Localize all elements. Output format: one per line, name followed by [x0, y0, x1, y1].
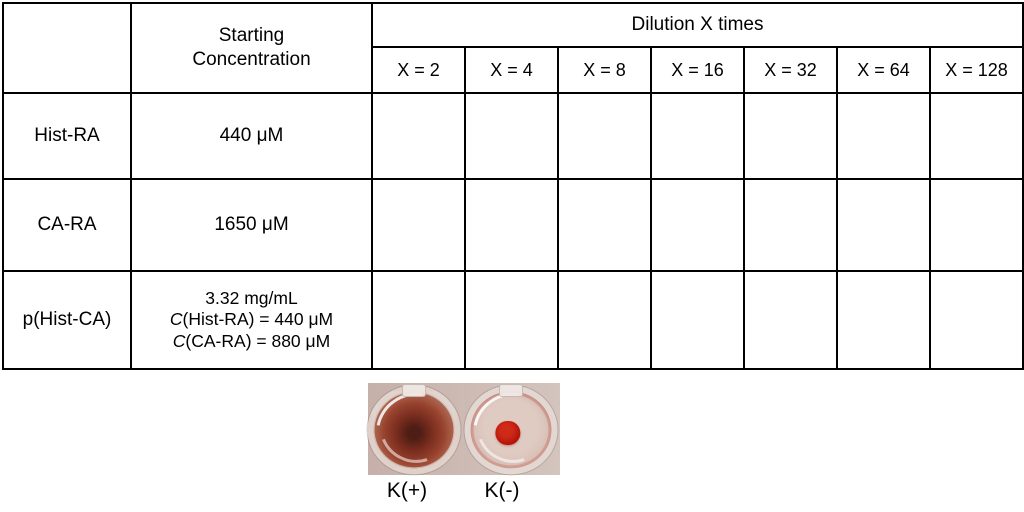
starting-concentration-value: 1650 μM	[130, 178, 373, 272]
well-cell	[557, 92, 652, 180]
row-ca-ra: CA-RA 1650 μM	[2, 178, 1024, 272]
well-cell	[650, 270, 745, 370]
starting-concentration-header: Starting Concentration	[130, 2, 373, 94]
well-cell	[743, 92, 838, 180]
well-cell	[557, 178, 652, 272]
well-tab-icon	[402, 384, 426, 397]
corner-cell	[2, 2, 132, 94]
rim-highlight-icon	[465, 385, 557, 475]
well-tab-icon	[499, 384, 523, 397]
well-cell	[836, 270, 931, 370]
well-cell	[371, 92, 466, 180]
well-cell	[650, 178, 745, 272]
row-p-hist-ca: p(Hist-CA) 3.32 mg/mL C(Hist-RA) = 440 μ…	[2, 270, 1024, 370]
well-cell	[928, 270, 1024, 370]
well-cell	[371, 270, 466, 370]
negative-control-label: K(-)	[484, 479, 520, 502]
positive-control-well	[360, 377, 468, 483]
concentration-symbol: C	[169, 309, 183, 330]
well-cell	[743, 178, 838, 272]
well-cell	[928, 92, 1024, 180]
concentration-symbol: C	[172, 330, 186, 351]
positive-control-well-wrap	[360, 377, 468, 483]
results-table: Starting Concentration Dilution X times …	[2, 2, 1024, 370]
well-cell	[836, 178, 931, 272]
dilution-column-header: X = 8	[557, 46, 652, 94]
well-cell	[371, 178, 466, 272]
dilution-column-header: X = 2	[371, 46, 466, 94]
row-label: CA-RA	[2, 178, 132, 272]
well-cell	[464, 92, 559, 180]
negative-control-well-wrap	[457, 377, 565, 483]
well-cell	[836, 92, 931, 180]
well-cell	[650, 92, 745, 180]
control-labels: K(+) K(-)	[0, 479, 1024, 509]
row-label: Hist-RA	[2, 92, 132, 180]
well-cell	[464, 270, 559, 370]
positive-control-label: K(+)	[386, 479, 428, 502]
control-wells-photo	[360, 377, 565, 483]
dilution-group-header: Dilution X times	[370, 2, 1024, 48]
starting-concentration-value: 440 μM	[130, 92, 373, 180]
dilution-column-header: X = 128	[928, 46, 1024, 94]
well-cell	[464, 178, 559, 272]
dilution-column-header: X = 4	[464, 46, 559, 94]
dilution-column-header: X = 64	[836, 46, 931, 94]
dilution-column-header: X = 32	[743, 46, 838, 94]
dilution-column-header: X = 16	[650, 46, 745, 94]
concentration-line: 3.32 mg/mL	[205, 287, 298, 308]
concentration-line: (CA-RA) = 880 μM	[185, 330, 331, 351]
row-hist-ra: Hist-RA 440 μM	[2, 92, 1024, 180]
well-cell	[557, 270, 652, 370]
negative-control-well	[457, 377, 565, 483]
starting-concentration-value: 3.32 mg/mL C(Hist-RA) = 440 μM C(CA-RA) …	[130, 270, 373, 370]
rim-highlight-icon	[368, 385, 460, 475]
well-cell	[743, 270, 838, 370]
concentration-line: (Hist-RA) = 440 μM	[182, 309, 334, 330]
row-label: p(Hist-CA)	[2, 270, 132, 370]
well-cell	[928, 178, 1024, 272]
